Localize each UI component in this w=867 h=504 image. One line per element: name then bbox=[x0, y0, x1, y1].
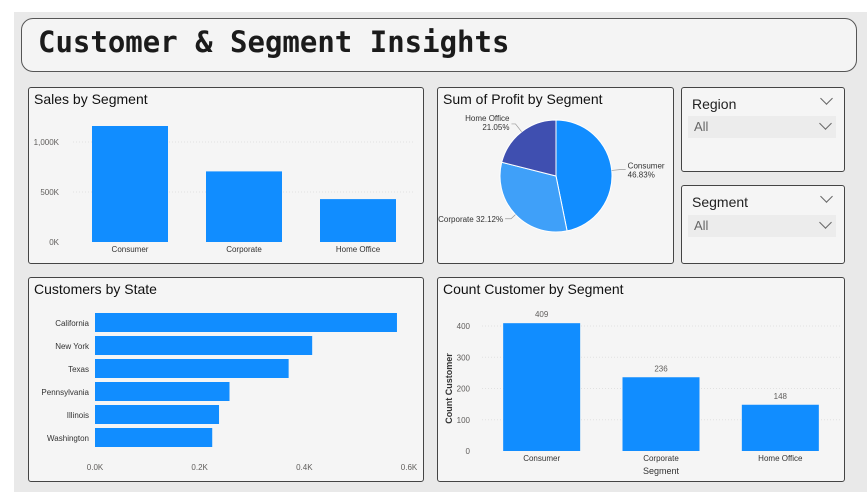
count-customer-visual[interactable]: Count Customer by Segment 0 100 200 300 400 4… bbox=[437, 277, 845, 482]
x-tick-label: Consumer bbox=[523, 454, 560, 463]
leader-line bbox=[611, 169, 626, 171]
segment-dropdown-value: All bbox=[694, 218, 709, 233]
bar bbox=[95, 405, 220, 424]
bar bbox=[95, 428, 213, 447]
sales-by-segment-chart: 0K 500K 1,000K Consumer Corporate Home Office bbox=[34, 126, 415, 254]
bar bbox=[622, 377, 700, 451]
data-label: 409 bbox=[535, 310, 549, 319]
bar bbox=[95, 359, 289, 378]
slice-label: Home Office bbox=[465, 114, 510, 123]
x-tick-label: Corporate bbox=[226, 245, 262, 254]
segment-slicer[interactable]: Segment All bbox=[681, 185, 845, 264]
slice-label: Consumer bbox=[628, 162, 665, 171]
slice-percent: 46.83% bbox=[628, 171, 655, 180]
x-tick-label: 0.2K bbox=[191, 463, 208, 472]
y-tick-label: Texas bbox=[68, 365, 89, 374]
chart-title: Sum of Profit by Segment bbox=[443, 91, 603, 107]
y-tick-label: Illinois bbox=[67, 411, 89, 420]
x-axis-title: Segment bbox=[643, 466, 680, 476]
region-dropdown-value: All bbox=[694, 119, 709, 134]
x-tick-label: Home Office bbox=[336, 245, 381, 254]
pie-slice bbox=[555, 119, 613, 232]
report-title: Customer & Segment Insights bbox=[38, 25, 510, 59]
bar bbox=[95, 336, 313, 355]
slice-percent: 21.05% bbox=[482, 123, 509, 132]
x-tick-label: 0.0K bbox=[87, 463, 104, 472]
bar bbox=[95, 382, 230, 401]
x-tick-label: Consumer bbox=[112, 245, 149, 254]
y-tick-label: 0K bbox=[49, 238, 59, 247]
pie-slice bbox=[501, 119, 557, 177]
leader-line bbox=[511, 123, 522, 133]
customers-by-state-chart: California New York Texas Pennsylvania Illin… bbox=[41, 313, 418, 472]
y-tick-label: 400 bbox=[457, 322, 471, 331]
y-axis-title: Count Customer bbox=[444, 353, 454, 424]
segment-slicer-title: Segment bbox=[692, 194, 749, 210]
bar bbox=[95, 313, 397, 332]
region-slicer[interactable]: Region All bbox=[681, 87, 845, 172]
leader-line bbox=[505, 214, 516, 220]
y-tick-label: California bbox=[55, 319, 89, 328]
bar bbox=[503, 323, 581, 451]
y-tick-label: 100 bbox=[457, 416, 471, 425]
bar bbox=[206, 171, 282, 242]
x-tick-label: Home Office bbox=[758, 454, 803, 463]
chevron-down-icon bbox=[819, 216, 832, 229]
bar bbox=[320, 199, 396, 242]
region-slicer-title: Region bbox=[692, 96, 737, 112]
bar bbox=[92, 126, 168, 242]
chart-title: Count Customer by Segment bbox=[443, 281, 624, 297]
pie-slice bbox=[499, 161, 568, 233]
chart-title: Customers by State bbox=[34, 281, 157, 297]
region-dropdown[interactable]: All bbox=[688, 116, 836, 138]
x-tick-label: 0.4K bbox=[296, 463, 313, 472]
bar bbox=[741, 404, 819, 451]
y-tick-label: 200 bbox=[457, 385, 471, 394]
y-tick-label: 0 bbox=[466, 447, 471, 456]
x-tick-label: 0.6K bbox=[401, 463, 418, 472]
y-tick-label: New York bbox=[55, 342, 90, 351]
chevron-down-icon[interactable] bbox=[820, 92, 833, 105]
y-tick-label: Washington bbox=[47, 434, 89, 443]
segment-dropdown[interactable]: All bbox=[688, 215, 836, 237]
chevron-down-icon[interactable] bbox=[820, 190, 833, 203]
data-label: 236 bbox=[654, 364, 668, 373]
chevron-down-icon bbox=[819, 117, 832, 130]
data-label: 148 bbox=[774, 392, 788, 401]
x-tick-label: Corporate bbox=[643, 454, 679, 463]
chart-title: Sales by Segment bbox=[34, 91, 148, 107]
y-tick-label: 500K bbox=[40, 188, 59, 197]
customers-by-state-visual[interactable]: Customers by State California New York Tex… bbox=[28, 277, 424, 482]
y-tick-label: Pennsylvania bbox=[41, 388, 89, 397]
report-title-box: Customer & Segment Insights bbox=[21, 18, 857, 72]
y-tick-label: 300 bbox=[457, 353, 471, 362]
slice-label: Corporate 32.12% bbox=[438, 215, 503, 224]
sales-by-segment-visual[interactable]: Sales by Segment 0K 500K 1,000K Consumer Cor… bbox=[28, 87, 424, 264]
y-tick-label: 1,000K bbox=[34, 138, 60, 147]
count-customer-chart: 0 100 200 300 400 409 Consumer 236 Corporate 148 H… bbox=[444, 310, 840, 476]
profit-by-segment-visual[interactable]: Sum of Profit by Segment Consumer 46.83% C… bbox=[437, 87, 674, 264]
